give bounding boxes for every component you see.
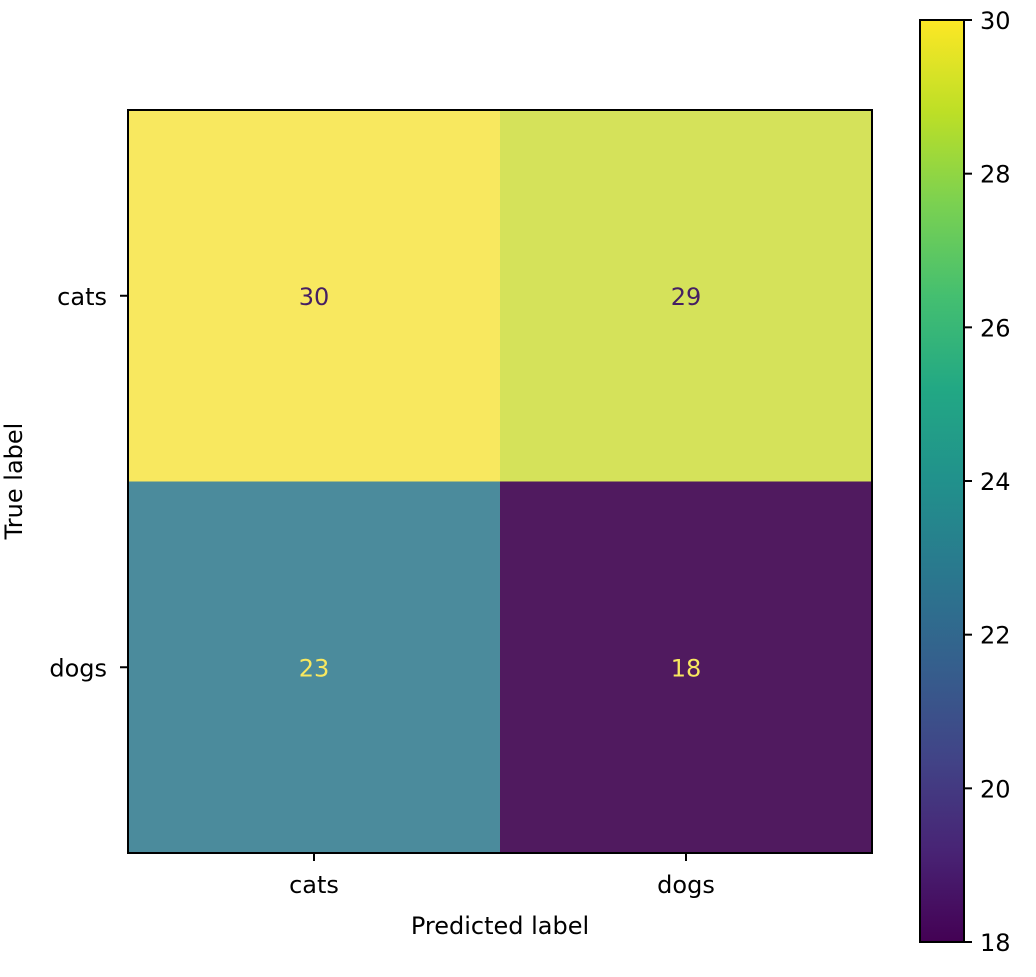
cell-value-label: 18 [671, 654, 702, 682]
colorbar-tick-label: 22 [980, 622, 1011, 650]
heatmap-cell [500, 110, 873, 482]
y-tick-label: cats [57, 283, 107, 311]
colorbar-tick-label: 24 [980, 468, 1011, 496]
x-tick-label: cats [289, 871, 339, 899]
cell-value-label: 23 [299, 654, 330, 682]
plot-frame [127, 109, 873, 854]
y-tick-label: dogs [49, 654, 107, 682]
heatmap-cell [128, 110, 501, 482]
x-axis-ticks: cats dogs [289, 853, 715, 899]
colorbar-tick-label: 30 [980, 7, 1011, 35]
cell-value-label: 29 [671, 283, 702, 311]
colorbar-ticks: 18 20 22 24 26 28 30 [964, 7, 1011, 957]
heatmap-cell [500, 481, 873, 854]
colorbar-tick-label: 18 [980, 929, 1011, 957]
heatmap-cells: 30 29 23 18 [128, 110, 873, 854]
colorbar-tick-label: 26 [980, 314, 1011, 342]
y-axis-ticks: cats dogs [49, 283, 128, 682]
cell-value-label: 30 [299, 283, 330, 311]
x-axis-label: Predicted label [411, 912, 589, 940]
colorbar-tick-label: 28 [980, 161, 1011, 189]
colorbar-tick-label: 20 [980, 775, 1011, 803]
heatmap-cell [128, 481, 501, 854]
y-axis-label: True label [0, 423, 28, 541]
x-tick-label: dogs [657, 871, 715, 899]
colorbar [919, 19, 965, 943]
